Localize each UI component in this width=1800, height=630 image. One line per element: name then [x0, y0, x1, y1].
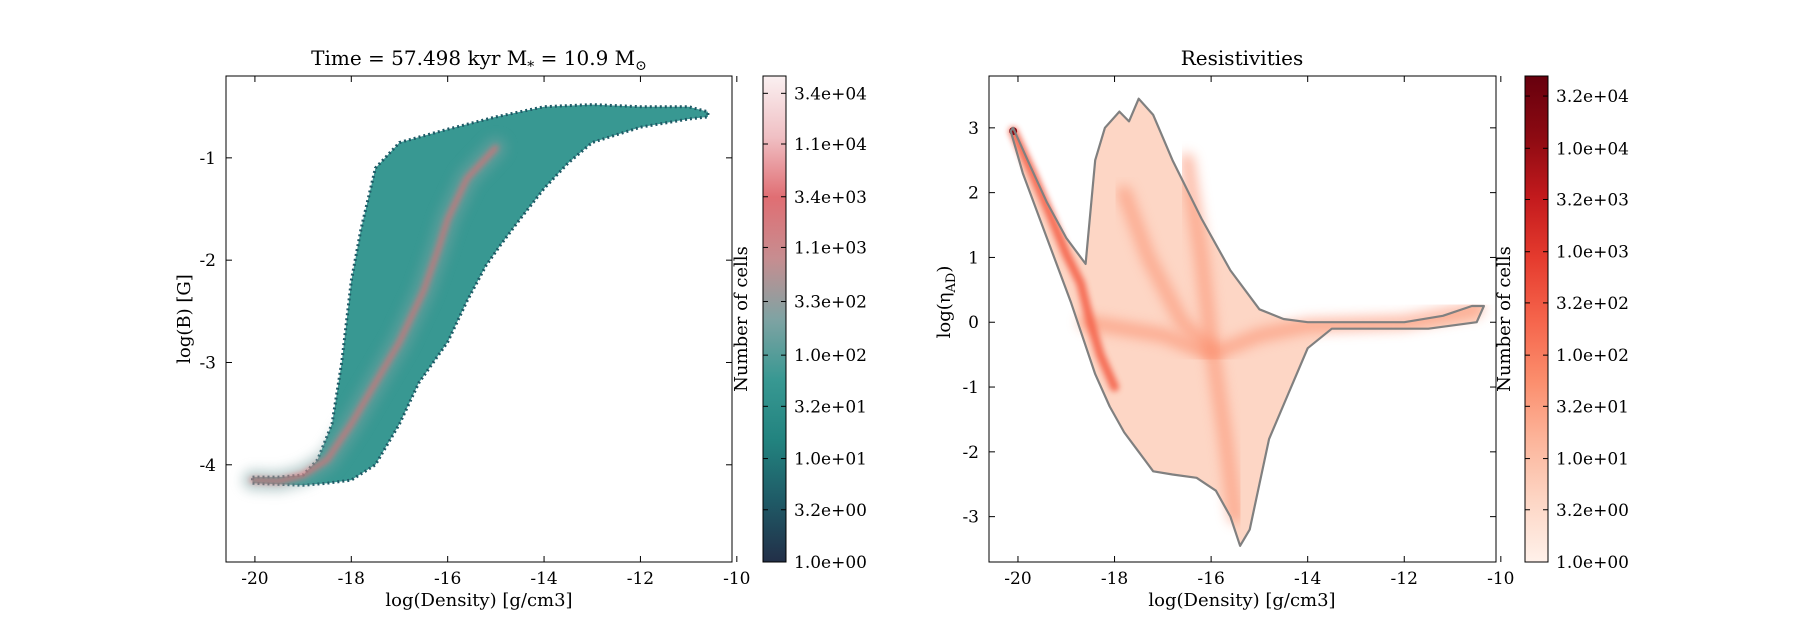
colorbar-tick-label: 3.2e+01 [1556, 397, 1629, 417]
x-tick-label: -12 [1391, 569, 1418, 589]
colorbar-tick-label: 1.0e+01 [1556, 450, 1629, 470]
left-heatmap-panel: Time = 57.498 kyr M* = 10.9 M⊙ -20 -18 -16… [174, 46, 751, 611]
distribution-edge-speckle [251, 103, 710, 487]
colorbar-tick-label: 3.4e+04 [794, 84, 867, 104]
x-tick-label: -20 [241, 569, 268, 589]
y-tick-label: -3 [962, 508, 979, 528]
left-colorbar-ticks: 1.0e+00 3.2e+00 1.0e+01 3.2e+01 1.0e+02 3.3e+… [763, 84, 867, 573]
colorbar-tick-label: 3.3e+02 [794, 293, 867, 313]
left-y-axis-label: log(B) [G] [174, 274, 195, 364]
right-heatmap-data [1008, 97, 1486, 547]
ylabel-subscript: AD [944, 273, 959, 294]
resistivity-contour [1009, 97, 1486, 547]
density-ridge-core [250, 145, 499, 484]
y-tick-label: 0 [968, 313, 979, 333]
colorbar-tick-label: 1.0e+01 [794, 450, 867, 470]
left-heatmap-data [242, 103, 710, 492]
left-plot-frame [225, 75, 733, 563]
y-tick-label: 3 [968, 119, 979, 139]
x-tick-label: -10 [1487, 569, 1514, 589]
colorbar-tick-label: 3.2e+04 [1556, 87, 1629, 107]
x-tick-label: -14 [530, 569, 557, 589]
right-chart-title: Resistivities [1181, 46, 1303, 70]
y-tick-label: 2 [968, 184, 979, 204]
colorbar-tick-label: 3.2e+00 [1556, 501, 1629, 521]
right-plot-frame [988, 75, 1497, 563]
right-colorbar-fill [1524, 75, 1549, 563]
colorbar-tick-label: 1.0e+00 [1556, 553, 1629, 573]
right-x-axis-label: log(Density) [g/cm3] [1148, 590, 1335, 611]
x-tick-label: -10 [723, 569, 750, 589]
colorbar-tick-label: 3.2e+02 [1556, 294, 1629, 314]
left-colorbar-fill [762, 75, 787, 563]
x-tick-label: -16 [434, 569, 461, 589]
left-chart-title: Time = 57.498 kyr M* = 10.9 M⊙ [311, 46, 647, 75]
title-subscript-sun: ⊙ [635, 58, 647, 74]
x-tick-label: -16 [1197, 569, 1224, 589]
y-tick-label: -1 [199, 149, 216, 169]
left-colorbar: 1.0e+00 3.2e+00 1.0e+01 3.2e+01 1.0e+02 3.3e+… [731, 75, 867, 573]
y-tick-label: -4 [199, 456, 216, 476]
y-tick-label: -3 [199, 353, 216, 373]
colorbar-tick-label: 1.0e+03 [1556, 243, 1629, 263]
resistivity-ridge-3 [1117, 185, 1219, 356]
colorbar-tick-label: 1.1e+04 [794, 135, 867, 155]
y-tick-label: -2 [199, 251, 216, 271]
colorbar-tick-label: 1.0e+00 [794, 553, 867, 573]
colorbar-tick-label: 1.0e+04 [1556, 139, 1629, 159]
colorbar-tick-label: 3.4e+03 [794, 188, 867, 208]
colorbar-tick-label: 1.0e+02 [794, 346, 867, 366]
colorbar-tick-label: 3.2e+03 [1556, 190, 1629, 210]
right-heatmap-panel: Resistivities -20 -18 -16 -14 -12 -10-3-2-101… [934, 46, 1515, 611]
x-tick-label: -20 [1004, 569, 1031, 589]
colorbar-tick-label: 1.0e+02 [1556, 346, 1629, 366]
right-colorbar-label: Number of cells [1494, 246, 1515, 392]
colorbar-tick-label: 3.2e+00 [794, 501, 867, 521]
left-axis-ticks: -20 -18 -16 -14 -12 -10 -4 -3 -2 -1 [199, 76, 751, 589]
x-tick-label: -12 [627, 569, 654, 589]
left-colorbar-label: Number of cells [731, 246, 752, 392]
left-x-axis-label: log(Density) [g/cm3] [385, 590, 572, 611]
colorbar-tick-label: 3.2e+01 [794, 397, 867, 417]
right-colorbar-ticks: 1.0e+00 3.2e+00 1.0e+01 3.2e+01 1.0e+02 3.2e+… [1525, 87, 1629, 573]
y-tick-label: -2 [962, 443, 979, 463]
title-subscript-star: * [527, 59, 534, 75]
y-tick-label: 1 [968, 248, 979, 268]
resistivity-main-track [1008, 126, 1119, 392]
y-tick-label: -1 [962, 378, 979, 398]
x-tick-label: -14 [1294, 569, 1321, 589]
colorbar-tick-label: 1.1e+03 [794, 238, 867, 258]
x-tick-label: -18 [338, 569, 365, 589]
x-tick-label: -18 [1101, 569, 1128, 589]
right-y-axis-label: log(ηAD) [934, 266, 959, 339]
right-colorbar: 1.0e+00 3.2e+00 1.0e+01 3.2e+01 1.0e+02 3.2e+… [1494, 75, 1629, 573]
